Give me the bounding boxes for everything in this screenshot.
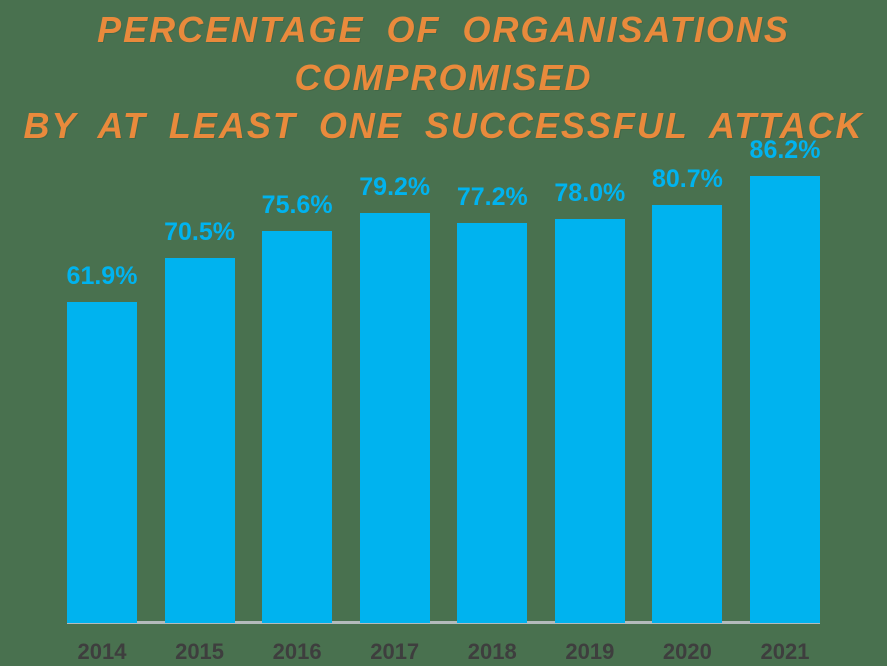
bar-value-label: 61.9%	[66, 262, 138, 291]
bar-2016	[262, 231, 333, 623]
x-axis-label-2019: 2019	[565, 639, 615, 664]
bar-2019	[554, 218, 625, 623]
chart-title: PERCENTAGE OF ORGANISATIONS COMPROMISED …	[0, 6, 887, 150]
bar-2020	[652, 204, 723, 623]
bar-value-label: 75.6%	[261, 191, 333, 220]
chart-title-line-1: PERCENTAGE OF ORGANISATIONS COMPROMISED	[97, 9, 790, 98]
bar-value-label: 70.5%	[164, 217, 236, 246]
x-axis-line	[67, 621, 820, 624]
bar-value-label: 79.2%	[359, 172, 431, 201]
x-axis-label-2014: 2014	[77, 639, 127, 664]
x-axis-label-2017: 2017	[370, 639, 420, 664]
bar-value-label: 77.2%	[456, 183, 528, 212]
x-axis-label-2021: 2021	[760, 639, 810, 664]
bar-2021	[749, 176, 820, 623]
bar-2018	[457, 223, 528, 623]
bar-2015	[164, 257, 235, 623]
bar-value-label: 80.7%	[651, 164, 723, 193]
x-axis-label-2020: 2020	[662, 639, 712, 664]
x-axis-label-2016: 2016	[272, 639, 322, 664]
bar-value-label: 86.2%	[749, 136, 821, 165]
chart-title-line-2: BY AT LEAST ONE SUCCESSFUL ATTACK	[23, 105, 864, 146]
bar-2017	[359, 212, 430, 623]
x-axis-label-2015: 2015	[175, 639, 225, 664]
bar-value-label: 78.0%	[554, 178, 626, 207]
bar-2014	[67, 302, 137, 623]
x-axis-label-2018: 2018	[467, 639, 517, 664]
